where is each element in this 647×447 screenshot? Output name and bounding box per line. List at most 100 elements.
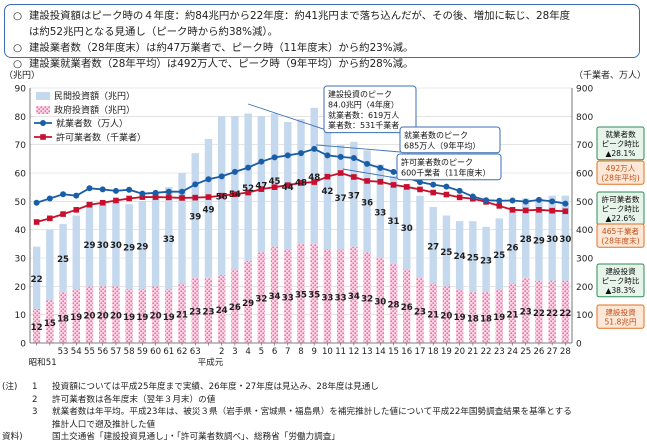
workers-point <box>139 190 146 197</box>
note-row: 推計人口で遡及推計した値 <box>52 419 156 430</box>
side-box-text: 492万人 <box>606 164 636 173</box>
private-value-label: 30 <box>546 235 558 245</box>
contractors-point <box>522 207 529 214</box>
right-tick-label: 400 <box>576 226 593 236</box>
x-tick-label: 22 <box>481 347 492 357</box>
summary-line: は約52兆円となる見通し（ピーク時から約38%減）。 <box>29 26 279 38</box>
bar-gov <box>376 258 385 343</box>
gov-value-label: 35 <box>308 290 320 300</box>
private-value-label: 30 <box>97 241 109 251</box>
x-tick-label: 55 <box>84 347 95 357</box>
bar-private <box>455 221 464 290</box>
workers-point <box>430 181 437 188</box>
contractors-point <box>496 203 503 209</box>
gov-value-label: 29 <box>242 299 254 309</box>
contractors-point <box>377 178 384 185</box>
right-tick-label: 100 <box>576 311 593 321</box>
x-tick-label: 8 <box>298 347 303 357</box>
x-tick-label: 3 <box>232 347 237 357</box>
contractors-point <box>509 207 516 213</box>
workers-point <box>86 185 93 192</box>
x-tick-label: 27 <box>547 347 558 357</box>
private-value-label: 33 <box>163 235 175 245</box>
contractors-point <box>390 182 397 188</box>
x-tick-label: 24 <box>507 347 518 357</box>
gov-value-label: 33 <box>282 293 294 303</box>
bar-private <box>72 215 80 290</box>
gov-value-label: 20 <box>150 312 162 322</box>
legend-label-contractors: 許可業者数（千業者） <box>56 132 146 144</box>
contractors-point <box>284 182 291 188</box>
contractors-point <box>443 191 450 198</box>
contractors-point <box>33 219 40 225</box>
contractors-point <box>456 194 463 201</box>
gov-value-label: 18 <box>57 315 69 325</box>
note-row: (注) 1 投資額については平成25年度まで実績、26年度・27年度は見込み、28年… <box>2 382 379 392</box>
gov-value-label: 22 <box>559 309 571 319</box>
bar-gov <box>244 260 252 343</box>
private-value-label: 30 <box>110 241 122 251</box>
legend-swatch-private <box>36 92 50 100</box>
gov-value-label: 33 <box>335 293 347 303</box>
bar-gov <box>178 283 186 343</box>
bar-gov <box>363 252 371 343</box>
private-value-label: 56 <box>216 193 228 203</box>
left-tick-label: 0 <box>20 340 26 350</box>
x-tick-label: 54 <box>71 347 82 357</box>
side-box-text: 51.8兆円 <box>604 317 636 327</box>
side-box <box>596 223 645 248</box>
workers-point <box>483 197 490 204</box>
private-value-label: 29 <box>123 244 135 254</box>
gov-value-label: 35 <box>295 290 307 300</box>
bar-private <box>350 141 358 247</box>
bar-gov <box>442 286 451 343</box>
contractors-point <box>152 194 159 200</box>
contractors-point <box>232 191 238 198</box>
bar-gov <box>72 289 80 343</box>
workers-point <box>205 176 212 183</box>
x-tick-label: 2 <box>219 347 224 357</box>
workers-point <box>337 153 344 160</box>
bar-private <box>310 107 318 244</box>
bar-gov <box>350 246 358 343</box>
bar-gov <box>151 286 160 343</box>
x-tick-label: 16 <box>401 347 412 357</box>
x-tick-label: 11 <box>335 347 346 357</box>
left-tick-label: 90 <box>15 85 27 95</box>
bar-private <box>522 198 530 278</box>
legend-label-workers: 就業者数（万人） <box>56 118 128 130</box>
gov-value-label: 20 <box>110 312 122 322</box>
bar-private <box>323 130 332 250</box>
right-tick-label: 200 <box>576 283 593 293</box>
bar-gov <box>548 280 556 343</box>
contractors-point <box>403 184 410 190</box>
summary-box: ○ 建設投資額はピーク時の４年度：約84兆円から22年度：約41兆円まで落ち込んだ… <box>4 4 640 70</box>
legend-label-gov: 政府投資額（兆円） <box>54 104 135 116</box>
left-tick-label: 10 <box>15 311 27 321</box>
private-value-label: 29 <box>84 241 96 251</box>
bar-gov <box>257 252 266 343</box>
x-tick-label: 57 <box>110 347 121 357</box>
bar-gov <box>138 289 147 343</box>
left-tick-label: 30 <box>15 255 27 265</box>
bar-private <box>165 187 173 290</box>
right-tick-label: 0 <box>576 340 582 350</box>
gov-value-label: 15 <box>44 319 56 329</box>
x-tick-label: 12 <box>348 347 359 357</box>
side-box <box>596 126 645 161</box>
private-value-label: 47 <box>255 181 267 191</box>
bar-gov <box>231 269 239 343</box>
bar-gov <box>165 289 173 343</box>
gov-value-label: 26 <box>229 303 241 313</box>
legend-marker-contractors <box>40 134 46 140</box>
contractors-point <box>218 192 225 199</box>
bar-gov <box>561 280 570 343</box>
worker-peak-annotation-text: 就業者数のピーク <box>404 130 468 140</box>
contractors-point <box>562 208 569 215</box>
side-box-text: ピーク時比 <box>602 139 640 149</box>
workers-point <box>562 200 569 207</box>
left-tick-label: 70 <box>15 141 27 151</box>
private-value-label: 29 <box>136 242 148 252</box>
side-box-text: ▲28.1% <box>606 149 636 158</box>
bar-private <box>508 209 517 284</box>
